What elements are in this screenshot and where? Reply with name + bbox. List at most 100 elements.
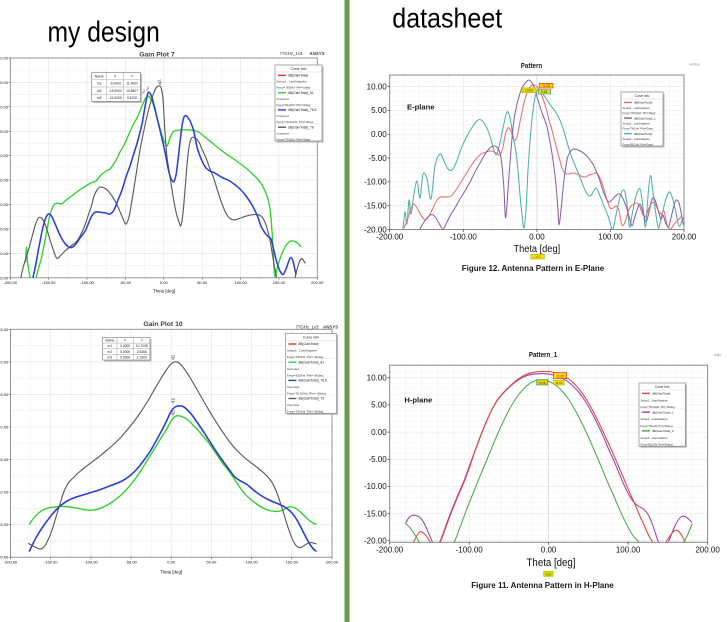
svg-text:Freq='81GHz' Phi='0deg': Freq='81GHz' Phi='0deg' <box>277 103 312 107</box>
svg-text:11.02: 11.02 <box>555 381 562 385</box>
svg-text:Freq='76GHz' Phi='-90deg': Freq='76GHz' Phi='-90deg' <box>287 355 324 359</box>
svg-text:Theta [deg]: Theta [deg] <box>527 558 576 570</box>
svg-text:dB(GainTotal): dB(GainTotal) <box>634 101 652 105</box>
svg-text:-25.00: -25.00 <box>0 275 9 280</box>
svg-text:Imported: Imported <box>287 367 299 371</box>
svg-text:m3: m3 <box>171 410 175 414</box>
svg-text:200.00: 200.00 <box>695 546 720 555</box>
svg-text:-5.00: -5.00 <box>368 154 387 163</box>
svg-text:Name: Name <box>105 339 114 343</box>
svg-text:-5.00: -5.00 <box>0 178 9 183</box>
svg-text:ANSYS: ANSYS <box>308 51 324 56</box>
svg-text:Imported: Imported <box>287 403 299 407</box>
svg-text:dB(GainTotal)_78.5: dB(GainTotal)_78.5 <box>298 379 327 383</box>
svg-text:m3: m3 <box>141 88 147 94</box>
svg-text:11.08: 11.08 <box>542 84 550 88</box>
svg-text:0.00: 0.00 <box>371 130 387 139</box>
svg-text:9.79: 9.79 <box>539 381 545 385</box>
svg-text:-20.00: -20.00 <box>364 225 387 234</box>
svg-text:100.00: 100.00 <box>598 233 623 242</box>
svg-text:E-plane: E-plane <box>407 103 434 112</box>
svg-text:m2: m2 <box>145 85 151 91</box>
svg-text:Freq='81GHz' Phi='0deg': Freq='81GHz' Phi='0deg' <box>623 142 654 146</box>
svg-text:unito: unito <box>714 353 722 357</box>
svg-text:Freq='81GHz' Phi='-90deg': Freq='81GHz' Phi='-90deg' <box>287 373 324 377</box>
svg-text:Freq='78.5GHz' Phi='0deg': Freq='78.5GHz' Phi='0deg' <box>277 120 314 124</box>
svg-text:9.6700: 9.6700 <box>127 96 137 100</box>
svg-text:Setup1 : LastAdaptive: Setup1 : LastAdaptive <box>277 80 308 84</box>
svg-text:-22.0000: -22.0000 <box>109 96 122 100</box>
svg-text:5.00: 5.00 <box>0 392 9 397</box>
svg-text:Setup3 : LastAdaptive: Setup3 : LastAdaptive <box>641 436 669 440</box>
svg-text:my design: my design <box>48 16 160 48</box>
svg-text:15.00: 15.00 <box>0 327 9 332</box>
svg-text:Freq='78.5GHz' Phi='0deg': Freq='78.5GHz' Phi='0deg' <box>623 111 657 115</box>
svg-text:50.00: 50.00 <box>197 280 208 285</box>
svg-text:X: X <box>124 339 127 343</box>
svg-text:Gain Plot 7: Gain Plot 7 <box>139 52 175 59</box>
svg-text:-200.00: -200.00 <box>376 233 404 242</box>
svg-text:Setup1 : LastAdaptive: Setup1 : LastAdaptive <box>623 106 651 110</box>
svg-text:Freq='76GHz' Phi='0deg': Freq='76GHz' Phi='0deg' <box>277 137 312 141</box>
svg-text:-15.00: -15.00 <box>364 509 387 518</box>
svg-text:0.00: 0.00 <box>371 428 387 437</box>
svg-text:Freq='78.5GHz' Phi='90deg': Freq='78.5GHz' Phi='90deg' <box>641 405 676 409</box>
svg-text:Freq='78.5GHz' Phi='-90deg': Freq='78.5GHz' Phi='-90deg' <box>287 392 327 396</box>
svg-text:-10.00: -10.00 <box>364 178 387 187</box>
svg-text:Setup2 : LastAdaptive: Setup2 : LastAdaptive <box>623 122 651 126</box>
svg-text:Freq='81GHz' Phi='90deg': Freq='81GHz' Phi='90deg' <box>641 443 674 447</box>
svg-text:dB(GainTotal): dB(GainTotal) <box>634 132 652 136</box>
svg-text:-15.00: -15.00 <box>0 522 9 527</box>
svg-text:Figure 11. Antenna Pattern in: Figure 11. Antenna Pattern in H-Plane <box>471 581 614 590</box>
svg-text:0.00: 0.00 <box>167 559 176 564</box>
svg-text:77GHz_1x3: 77GHz_1x3 <box>280 51 303 56</box>
svg-text:3.6366: 3.6366 <box>137 350 147 354</box>
svg-text:0.00: 0.00 <box>160 280 169 285</box>
svg-text:datasheet: datasheet <box>392 3 503 34</box>
svg-text:dB(GainTotal): dB(GainTotal) <box>652 392 670 396</box>
svg-text:Pattern_1: Pattern_1 <box>529 352 557 360</box>
svg-text:dB(GainTotal)_76: dB(GainTotal)_76 <box>288 125 314 129</box>
svg-text:Theta [deg]: Theta [deg] <box>160 570 182 575</box>
svg-text:Theta [deg]: Theta [deg] <box>153 289 175 294</box>
svg-text:0.00: 0.00 <box>541 546 557 555</box>
svg-text:-100.00: -100.00 <box>450 233 478 242</box>
svg-text:Theta [deg]: Theta [deg] <box>513 243 560 255</box>
svg-text:2.1600: 2.1600 <box>137 356 147 360</box>
svg-text:m2: m2 <box>97 89 102 93</box>
svg-text:0.0000: 0.0000 <box>120 350 130 354</box>
svg-text:m3: m3 <box>97 96 102 100</box>
svg-text:-4.2: -4.2 <box>535 255 541 259</box>
svg-text:9.81: 9.81 <box>541 90 547 94</box>
svg-text:15.00: 15.00 <box>0 80 9 85</box>
svg-text:-200.00: -200.00 <box>4 280 18 285</box>
svg-text:-18.0000: -18.0000 <box>109 89 122 93</box>
svg-text:-10.00: -10.00 <box>0 202 9 207</box>
svg-text:Curve Info: Curve Info <box>290 67 306 71</box>
svg-text:10.00: 10.00 <box>525 89 533 93</box>
svg-text:ANSYS: ANSYS <box>322 325 338 330</box>
svg-text:m1: m1 <box>171 354 175 358</box>
svg-text:dB(GainTotal)_2: dB(GainTotal)_2 <box>652 429 674 433</box>
svg-text:Y: Y <box>131 75 134 79</box>
svg-text:100.00: 100.00 <box>234 280 247 285</box>
svg-text:m2: m2 <box>171 397 175 401</box>
svg-text:200.00: 200.00 <box>311 280 324 285</box>
svg-text:Figure 12. Antenna Pattern in: Figure 12. Antenna Pattern in E-Plane <box>462 264 605 273</box>
svg-text:-6.0000: -6.0000 <box>110 82 121 86</box>
svg-text:100.00: 100.00 <box>245 559 258 564</box>
svg-text:5.00: 5.00 <box>371 401 387 410</box>
svg-text:-100.00: -100.00 <box>80 280 94 285</box>
svg-text:Y: Y <box>141 339 144 343</box>
svg-text:-20.00: -20.00 <box>0 251 9 256</box>
svg-text:dB(GainTotal)_81: dB(GainTotal)_81 <box>288 91 314 95</box>
svg-text:-150.00: -150.00 <box>44 559 58 564</box>
svg-text:-5.00: -5.00 <box>368 455 387 464</box>
svg-text:-150.00: -150.00 <box>42 280 56 285</box>
svg-text:dB(GainTotal)_78.5: dB(GainTotal)_78.5 <box>288 108 317 112</box>
svg-text:m1: m1 <box>157 79 161 83</box>
svg-text:0.00: 0.00 <box>0 425 9 430</box>
svg-text:Imported: Imported <box>287 385 299 389</box>
svg-text:5.00: 5.00 <box>371 106 387 115</box>
svg-text:m1: m1 <box>108 344 113 348</box>
